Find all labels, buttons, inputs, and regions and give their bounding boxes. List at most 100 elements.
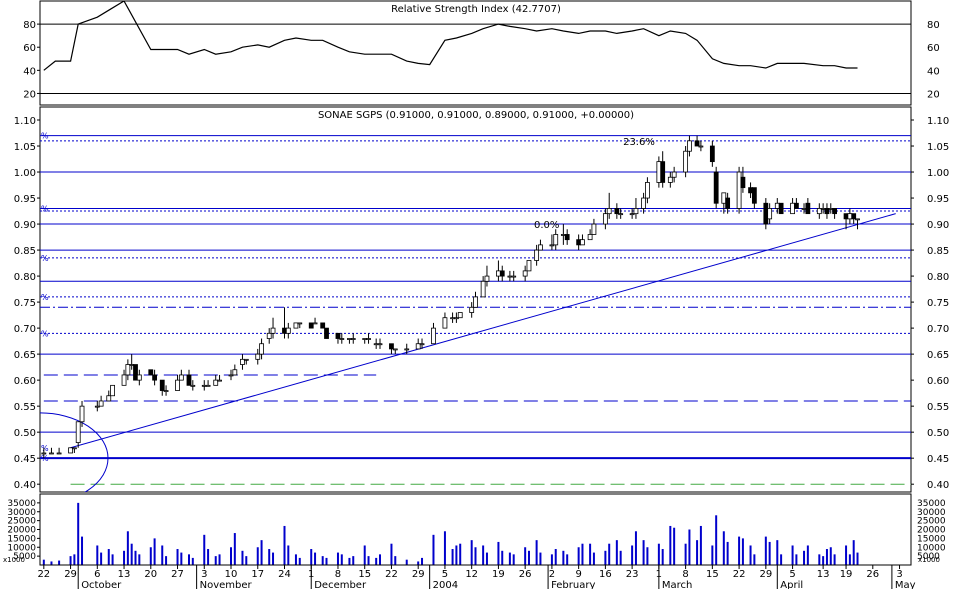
candle-body (159, 379, 165, 391)
candle-body (774, 202, 780, 209)
rsi-tick-label-left: 60 (23, 43, 36, 54)
candle-body (129, 364, 135, 366)
candle (293, 322, 299, 329)
candle (148, 369, 154, 376)
candle (633, 198, 639, 219)
volume-tick-label-left: 30000 (7, 508, 36, 518)
candle (507, 270, 513, 282)
price-tick-label-right: 1.00 (927, 168, 949, 179)
price-tick-label-left: 0.40 (14, 480, 36, 491)
candle-body (136, 374, 142, 381)
candle-body (683, 150, 689, 173)
volume-tick-label-right: 20000 (917, 526, 946, 536)
candle (136, 369, 142, 386)
candle-body (186, 374, 192, 386)
candle (213, 374, 219, 386)
x-day-label: 13 (118, 569, 131, 580)
fib-edge-marker: % (41, 444, 49, 453)
price-tick-label-left: 0.75 (14, 298, 36, 309)
candle-body (507, 275, 513, 278)
candle-body (320, 322, 326, 329)
candle-body (801, 208, 807, 210)
candle-body (243, 358, 249, 361)
candle (350, 333, 356, 344)
volume-tick-label-right: 10000 (917, 543, 946, 553)
candle (725, 192, 731, 214)
volume-tick-label-left: 25000 (7, 517, 36, 527)
candle-body (671, 171, 677, 178)
price-title: SONAE SGPS (0.91000, 0.91000, 0.89000, 0… (318, 110, 634, 121)
candle-body (121, 374, 127, 386)
candle-body (645, 182, 650, 199)
candle (415, 338, 421, 350)
x-day-label: 29 (64, 569, 77, 580)
candle (614, 203, 620, 219)
candle (41, 447, 47, 459)
price-tick-label-right: 0.85 (927, 246, 949, 257)
x-day-label: 19 (840, 569, 853, 580)
x-month-label: March (662, 580, 692, 589)
trendline (70, 213, 896, 449)
candle-body (270, 327, 276, 334)
price-tick-label-left: 0.55 (14, 402, 36, 413)
volume-unit-label: x1000 (3, 556, 25, 564)
volume-unit-label-right: x1000 (918, 556, 940, 564)
x-month-label: May (895, 580, 916, 589)
candle (240, 354, 245, 370)
price-tick-label-left: 1.05 (14, 142, 36, 153)
candle (805, 198, 811, 215)
volume-tick-label-right: 35000 (917, 499, 946, 509)
candle (671, 166, 677, 183)
fib-annotation: 23.6% (623, 137, 655, 148)
candle (373, 338, 379, 349)
candle (473, 291, 478, 308)
candle (832, 208, 837, 219)
price-tick-label-right: 1.10 (927, 116, 949, 127)
candle-body (404, 348, 410, 351)
price-tick-label-right: 0.70 (927, 324, 949, 335)
candle-body (255, 353, 261, 360)
price-tick-label-left: 1.10 (14, 116, 36, 127)
price-tick-label-right: 0.60 (927, 376, 949, 387)
candle-body (201, 384, 207, 387)
candle-body (217, 379, 222, 382)
candle-body (713, 171, 719, 204)
candle (285, 322, 291, 339)
x-day-label: 22 (37, 569, 50, 580)
candle (499, 265, 505, 282)
candle-body (79, 405, 85, 423)
candle (667, 172, 673, 188)
candle (362, 338, 368, 344)
candle (129, 354, 135, 370)
price-tick-label-left: 0.85 (14, 246, 36, 257)
candle (606, 192, 612, 219)
rsi-tick-label-right: 60 (927, 43, 940, 54)
x-day-label: 3 (201, 569, 207, 580)
candle (297, 322, 303, 329)
candle (469, 302, 475, 318)
candle (457, 312, 463, 319)
price-tick-label-left: 1.00 (14, 168, 36, 179)
x-month-label: April (780, 580, 803, 589)
candle-body (511, 275, 517, 278)
price-tick-label-left: 0.45 (14, 454, 36, 465)
x-day-label: 26 (519, 569, 532, 580)
candle (266, 328, 272, 344)
candle-body (324, 327, 329, 339)
candle-body (591, 223, 597, 235)
candle (526, 260, 532, 272)
price-tick-label-right: 0.95 (927, 194, 949, 205)
candle (828, 203, 834, 214)
x-month-label: February (551, 580, 595, 589)
candle-body (629, 213, 635, 216)
candle (560, 224, 566, 245)
candle-body (178, 374, 184, 381)
volume-tick-label-left: 35000 (7, 499, 36, 509)
candle (576, 234, 582, 251)
candle (851, 213, 857, 225)
x-day-label: 8 (682, 569, 688, 580)
candle-body (335, 332, 341, 339)
candle (522, 265, 528, 282)
x-day-label: 8 (335, 569, 341, 580)
